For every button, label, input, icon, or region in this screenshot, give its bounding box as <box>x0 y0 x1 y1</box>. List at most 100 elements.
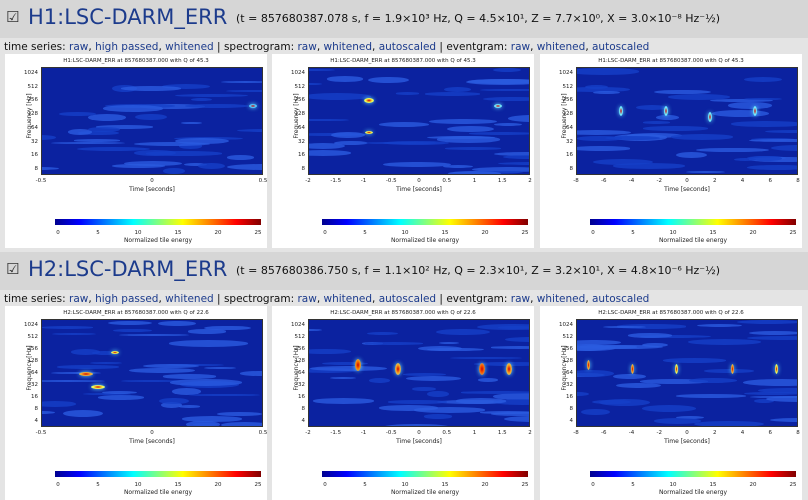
texture <box>83 392 132 395</box>
y-tick-label: 64 <box>31 124 38 131</box>
channel-parameters: (t = 857680386.750 s, f = 1.1×10² Hz, Q … <box>236 264 721 277</box>
y-tick-label: 1024 <box>24 322 38 328</box>
plot-link[interactable]: whitened <box>536 41 586 53</box>
plot-link[interactable]: high passed <box>95 293 159 305</box>
texture <box>77 131 119 136</box>
x-tick-label: 0 <box>150 430 154 436</box>
colorbar-label: Normalized tile energy <box>390 489 460 496</box>
colorbar-tick-label: 5 <box>96 230 100 236</box>
plot-link[interactable]: autoscaled <box>378 293 437 305</box>
texture <box>102 390 137 394</box>
texture <box>613 373 647 380</box>
link-separator: , <box>530 293 534 305</box>
colorbar <box>55 471 261 477</box>
plot-links: time series: raw, high passed, whitened … <box>4 293 649 305</box>
texture <box>502 154 529 160</box>
texture <box>321 361 369 365</box>
checkbox[interactable]: ☑ <box>6 8 20 26</box>
link-group-label: eventgram: <box>446 293 508 305</box>
plot-link[interactable]: raw <box>297 41 317 53</box>
texture <box>490 346 529 349</box>
x-tick-label: 8 <box>796 430 800 436</box>
energy-spot <box>363 97 374 103</box>
texture <box>577 370 615 378</box>
texture <box>240 371 262 377</box>
colorbar-tick-label: 5 <box>363 482 367 488</box>
colorbar-tick-label: 5 <box>631 482 635 488</box>
texture <box>310 365 387 372</box>
plot-link[interactable]: autoscaled <box>592 41 650 53</box>
y-tick-label: 8 <box>569 406 574 412</box>
texture <box>221 422 262 426</box>
plot-link[interactable]: raw <box>69 293 89 305</box>
texture <box>577 391 589 397</box>
plot-link[interactable]: whitened <box>165 293 214 305</box>
texture <box>185 104 249 109</box>
colorbar-label: Normalized tile energy <box>390 237 460 244</box>
plot-link[interactable]: autoscaled <box>592 293 650 305</box>
texture <box>426 135 496 140</box>
y-tick-label: 64 <box>566 124 573 131</box>
texture <box>696 323 743 327</box>
plot-link[interactable]: autoscaled <box>378 41 437 53</box>
panel-title: H1:LSC-DARM_ERR at 857680387.000 with Q … <box>598 58 744 64</box>
texture <box>627 132 682 138</box>
x-tick-label: 8 <box>796 178 800 184</box>
texture <box>113 328 152 333</box>
texture <box>226 155 255 160</box>
x-axis-label: Time [seconds] <box>129 438 175 445</box>
texture <box>330 131 365 139</box>
texture <box>748 138 797 143</box>
texture <box>616 324 687 329</box>
energy-spot <box>479 362 486 375</box>
texture <box>592 90 620 95</box>
y-axis-label: Frequency [Hz] <box>293 345 301 391</box>
y-tick-label: 1024 <box>291 322 305 328</box>
texture <box>615 382 662 389</box>
y-tick-label: 64 <box>298 370 305 376</box>
plot-link[interactable]: whitened <box>536 293 586 305</box>
checkbox[interactable]: ☑ <box>6 260 20 278</box>
x-tick-label: 0 <box>150 178 154 184</box>
texture <box>727 102 772 109</box>
texture <box>42 379 106 382</box>
panel-title: H2:LSC-DARM_ERR at 857680387.000 with Q … <box>63 310 209 316</box>
texture <box>627 333 672 338</box>
texture <box>91 174 171 175</box>
texture <box>492 399 529 406</box>
colorbar <box>322 471 528 477</box>
energy-spot <box>90 384 105 389</box>
plot-link[interactable]: raw <box>510 293 531 305</box>
texture <box>602 325 647 329</box>
texture <box>77 146 151 151</box>
plot-link[interactable]: high passed <box>95 41 159 53</box>
colorbar-tick-label: 5 <box>96 482 100 488</box>
energy-spot <box>586 360 590 371</box>
texture <box>68 128 92 135</box>
texture <box>642 121 671 124</box>
plot-link[interactable]: whitened <box>165 41 214 53</box>
x-tick-label: -8 <box>573 178 579 184</box>
plot-link[interactable]: whitened <box>323 41 373 53</box>
texture <box>577 136 622 141</box>
plot-link[interactable]: raw <box>69 41 89 53</box>
texture <box>710 98 774 103</box>
colorbar-tick-label: 15 <box>709 230 717 236</box>
plot-link[interactable]: raw <box>510 41 531 53</box>
texture <box>474 361 529 366</box>
channel-header: ☑ H1:LSC-DARM_ERR (t = 857680387.078 s, f … <box>0 0 808 38</box>
texture <box>309 142 346 149</box>
texture <box>442 164 474 168</box>
texture <box>42 401 77 407</box>
plot-link[interactable]: whitened <box>323 293 373 305</box>
y-tick-label: 512 <box>27 334 39 340</box>
y-tick-label: 32 <box>31 382 38 388</box>
channel-name: H1:LSC-DARM_ERR <box>28 5 228 29</box>
x-tick-label: -1 <box>360 430 367 436</box>
panel-title: H1:LSC-DARM_ERR at 857680387.000 with Q … <box>63 58 209 64</box>
plot-link[interactable]: raw <box>297 293 317 305</box>
texture <box>50 371 102 374</box>
link-group-label: eventgram: <box>446 41 508 53</box>
y-tick-label: 256 <box>27 346 39 352</box>
colorbar-tick-label: 20 <box>749 230 757 236</box>
